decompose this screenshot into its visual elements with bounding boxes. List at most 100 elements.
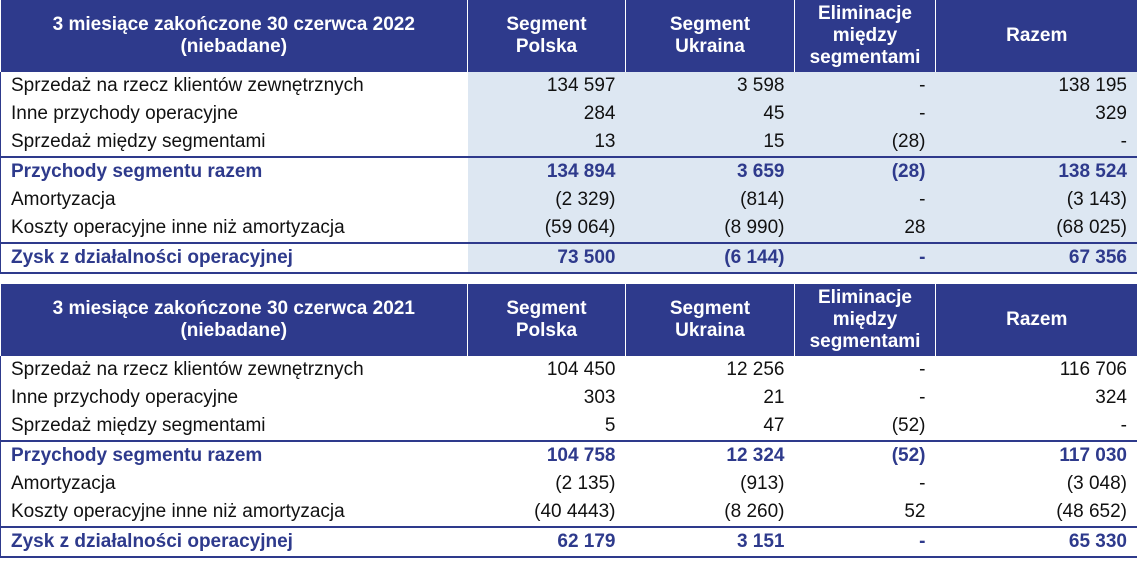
- table-row-total: Zysk z działalności operacyjnej 62 179 3…: [0, 526, 1137, 558]
- table-row-subtotal: Przychody segmentu razem 104 758 12 324 …: [0, 440, 1137, 470]
- header-label: Segment Polska: [506, 14, 587, 57]
- cell-polska: 13: [467, 128, 626, 157]
- cell-ukraina: 45: [625, 100, 795, 128]
- cell-eliminacje: -: [919, 387, 926, 408]
- row-label: Zysk z działalności operacyjnej: [0, 526, 468, 558]
- table-row-total: Zysk z działalności operacyjnej 73 500 (…: [0, 242, 1137, 274]
- cell-razem: 138 195: [935, 72, 1137, 100]
- cell-eliminacje: (52): [794, 440, 936, 470]
- header-label: Segment Ukraina: [669, 298, 751, 341]
- cell-eliminacje: -: [794, 242, 936, 274]
- header-razem: Razem: [935, 284, 1137, 356]
- row-label: Koszty operacyjne inne niż amortyzacja: [0, 498, 468, 527]
- cell-polska: (40 4443): [534, 501, 616, 522]
- row-label: Przychody segmentu razem: [0, 156, 468, 186]
- cell-ukraina: 47: [763, 415, 785, 436]
- cell-eliminacje: -: [794, 186, 936, 214]
- cell-razem: 67 356: [935, 242, 1137, 274]
- table-header-row: 3 miesiące zakończone 30 czerwca 2022 (n…: [0, 0, 1137, 72]
- header-segment-ukraina: Segment Ukraina: [625, 0, 795, 72]
- header-label: Razem: [1006, 309, 1068, 330]
- header-segment-polska: Segment Polska: [467, 0, 626, 72]
- header-label: Eliminacje między segmentami: [809, 287, 921, 352]
- cell-razem: (68 025): [935, 214, 1137, 243]
- table-row: Koszty operacyjne inne niż amortyzacja (…: [0, 498, 1137, 527]
- row-label: Przychody segmentu razem: [0, 440, 468, 470]
- cell-eliminacje: 28: [794, 214, 936, 243]
- cell-polska: 284: [467, 100, 626, 128]
- row-label: Amortyzacja: [0, 470, 468, 498]
- cell-polska: (59 064): [467, 214, 626, 243]
- cell-polska: 134 597: [467, 72, 626, 100]
- cell-ukraina: 3 598: [625, 72, 795, 100]
- row-label: Sprzedaż na rzecz klientów zewnętrznych: [0, 72, 468, 100]
- cell-eliminacje: (28): [794, 128, 936, 157]
- row-label: Sprzedaż między segmentami: [0, 128, 468, 157]
- row-label: Inne przychody operacyjne: [0, 384, 468, 412]
- cell-ukraina: 21: [763, 387, 785, 408]
- cell-ukraina: 3 151: [625, 526, 795, 558]
- cell-razem: 324: [935, 384, 1137, 412]
- cell-polska: (2 135): [555, 473, 616, 494]
- cell-eliminacje: -: [794, 100, 936, 128]
- table-row: Sprzedaż na rzecz klientów zewnętrznych …: [0, 72, 1137, 100]
- cell-ukraina: (913): [740, 473, 785, 494]
- header-label: Segment Polska: [506, 298, 587, 341]
- cell-razem: 65 330: [935, 526, 1137, 558]
- header-label: Razem: [1006, 25, 1068, 46]
- cell-ukraina: 12 256: [726, 359, 785, 380]
- row-label: Amortyzacja: [0, 186, 468, 214]
- row-label: Koszty operacyjne inne niż amortyzacja: [0, 214, 468, 243]
- header-eliminacje: Eliminacje między segmentami: [794, 0, 936, 72]
- cell-polska: 134 894: [467, 156, 626, 186]
- table-row: Sprzedaż na rzecz klientów zewnętrznych …: [0, 356, 1137, 384]
- table-row-subtotal: Przychody segmentu razem 134 894 3 659 (…: [0, 156, 1137, 186]
- cell-polska: 303: [583, 387, 616, 408]
- table-row: Inne przychody operacyjne 284 45 - 329: [0, 100, 1137, 128]
- cell-polska: 5: [604, 415, 616, 436]
- cell-razem: 116 706: [935, 356, 1137, 384]
- row-label: Zysk z działalności operacyjnej: [0, 242, 468, 274]
- cell-ukraina: (8 990): [625, 214, 795, 243]
- header-segment-polska: Segment Polska: [467, 284, 626, 356]
- cell-eliminacje: (52): [891, 415, 926, 436]
- cell-polska: 73 500: [467, 242, 626, 274]
- title-text: 3 miesiące zakończone 30 czerwca 2022 (n…: [52, 14, 415, 57]
- table-row: Amortyzacja (2 135) (913) - (3 048): [0, 470, 1137, 498]
- table-row: Sprzedaż między segmentami 13 15 (28) -: [0, 128, 1137, 157]
- cell-razem: (3 048): [935, 470, 1137, 498]
- cell-eliminacje: -: [919, 473, 926, 494]
- cell-eliminacje: 52: [904, 501, 926, 522]
- cell-eliminacje: (28): [794, 156, 936, 186]
- cell-polska: (2 329): [467, 186, 626, 214]
- row-label: Inne przychody operacyjne: [0, 100, 468, 128]
- segment-table-2021: 3 miesiące zakończone 30 czerwca 2021 (n…: [0, 284, 1137, 558]
- cell-ukraina: (8 260): [724, 501, 785, 522]
- cell-razem: 117 030: [935, 440, 1137, 470]
- table-row: Koszty operacyjne inne niż amortyzacja (…: [0, 214, 1137, 243]
- table-title: 3 miesiące zakończone 30 czerwca 2022 (n…: [0, 0, 468, 72]
- cell-polska: 62 179: [467, 526, 626, 558]
- cell-eliminacje: -: [919, 359, 926, 380]
- header-segment-ukraina: Segment Ukraina: [625, 284, 795, 356]
- table-title: 3 miesiące zakończone 30 czerwca 2021 (n…: [0, 284, 468, 356]
- cell-razem: 138 524: [935, 156, 1137, 186]
- cell-razem: 329: [935, 100, 1137, 128]
- cell-ukraina: (6 144): [625, 242, 795, 274]
- cell-eliminacje: -: [794, 72, 936, 100]
- segment-table-2022: 3 miesiące zakończone 30 czerwca 2022 (n…: [0, 0, 1137, 274]
- cell-razem: (3 143): [935, 186, 1137, 214]
- cell-polska: 104 450: [546, 359, 616, 380]
- title-text: 3 miesiące zakończone 30 czerwca 2021 (n…: [52, 298, 415, 341]
- cell-razem: -: [935, 412, 1137, 441]
- cell-ukraina: 15: [625, 128, 795, 157]
- cell-ukraina: 3 659: [625, 156, 795, 186]
- table-row: Amortyzacja (2 329) (814) - (3 143): [0, 186, 1137, 214]
- table-header-row: 3 miesiące zakończone 30 czerwca 2021 (n…: [0, 284, 1137, 356]
- header-label: Segment Ukraina: [669, 14, 751, 57]
- table-row: Inne przychody operacyjne 303 21 - 324: [0, 384, 1137, 412]
- cell-ukraina: 12 324: [625, 440, 795, 470]
- cell-ukraina: (814): [625, 186, 795, 214]
- header-eliminacje: Eliminacje między segmentami: [794, 284, 936, 356]
- cell-razem: (48 652): [935, 498, 1137, 527]
